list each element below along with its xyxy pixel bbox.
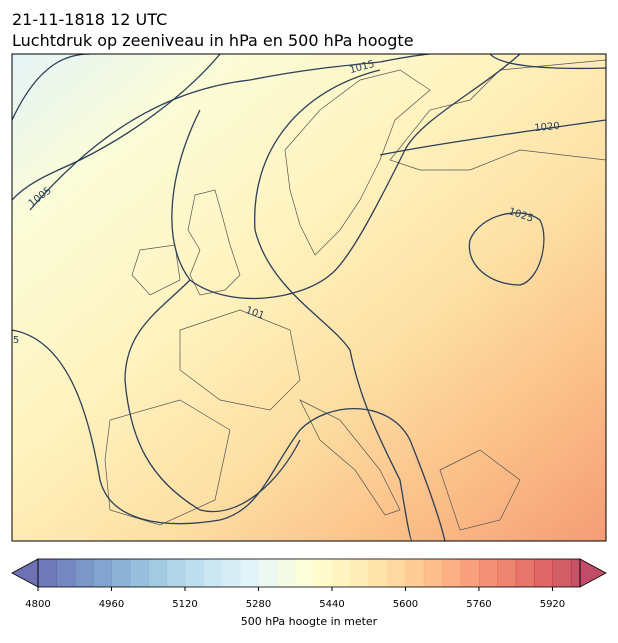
- colorbar-band: [56, 559, 76, 587]
- colorbar-band: [203, 559, 223, 587]
- contour-label: 5: [13, 335, 19, 346]
- colorbar: 4800 4960 5120 5280 5440 5600 5760 5920: [11, 558, 607, 610]
- colorbar-band: [221, 559, 241, 587]
- colorbar-band: [240, 559, 259, 587]
- title: 21-11-1818 12 UTC: [12, 10, 167, 29]
- colorbar-tick-label: 5440: [319, 599, 344, 610]
- colorbar-band: [148, 559, 168, 587]
- colorbar-band: [515, 559, 535, 587]
- colorbar-band: [184, 559, 204, 587]
- colorbar-frame: [37, 558, 581, 588]
- colorbar-tick-label: 4960: [99, 599, 124, 610]
- colorbar-band: [460, 559, 480, 587]
- isobars: [12, 54, 606, 541]
- map-frame: [11, 53, 607, 542]
- colorbar-band: [552, 559, 572, 587]
- subtitle: Luchtdruk op zeeniveau in hPa en 500 hPa…: [12, 31, 414, 50]
- colorbar-band: [129, 559, 149, 587]
- contour-label: 1020: [534, 121, 560, 134]
- coastlines: [104, 59, 606, 531]
- colorbar-tick-label: 5280: [246, 599, 271, 610]
- colorbar-band: [534, 559, 553, 587]
- colorbar-band: [331, 559, 351, 587]
- colorbar-extend-low: [11, 558, 39, 588]
- colorbar-band: [423, 559, 443, 587]
- colorbar-band: [258, 559, 278, 587]
- colorbar-band: [276, 559, 296, 587]
- colorbar-band: [166, 559, 186, 587]
- colorbar-tick-label: 4800: [25, 599, 50, 610]
- colorbar-band: [387, 559, 406, 587]
- colorbar-band: [368, 559, 388, 587]
- colorbar-band: [295, 559, 315, 587]
- colorbar-band: [93, 559, 112, 587]
- colorbar-band: [405, 559, 425, 587]
- colorbar-band: [111, 559, 131, 587]
- colorbar-band: [497, 559, 517, 587]
- colorbar-band: [570, 559, 581, 587]
- colorbar-band: [350, 559, 370, 587]
- colorbar-band: [38, 559, 57, 587]
- colorbar-band: [313, 559, 333, 587]
- colorbar-band: [478, 559, 498, 587]
- colorbar-band: [74, 559, 94, 587]
- map-background: [12, 54, 606, 541]
- colorbar-extend-high: [579, 558, 607, 588]
- colorbar-tick-label: 5760: [466, 599, 491, 610]
- colorbar-label: 500 hPa hoogte in meter: [241, 615, 378, 628]
- colorbar-tick-label: 5920: [540, 599, 565, 610]
- colorbar-tick-label: 5600: [393, 599, 418, 610]
- colorbar-band: [442, 559, 462, 587]
- map: 1015 1020 1005 1025 101 5: [12, 54, 606, 541]
- colorbar-tick-label: 5120: [172, 599, 197, 610]
